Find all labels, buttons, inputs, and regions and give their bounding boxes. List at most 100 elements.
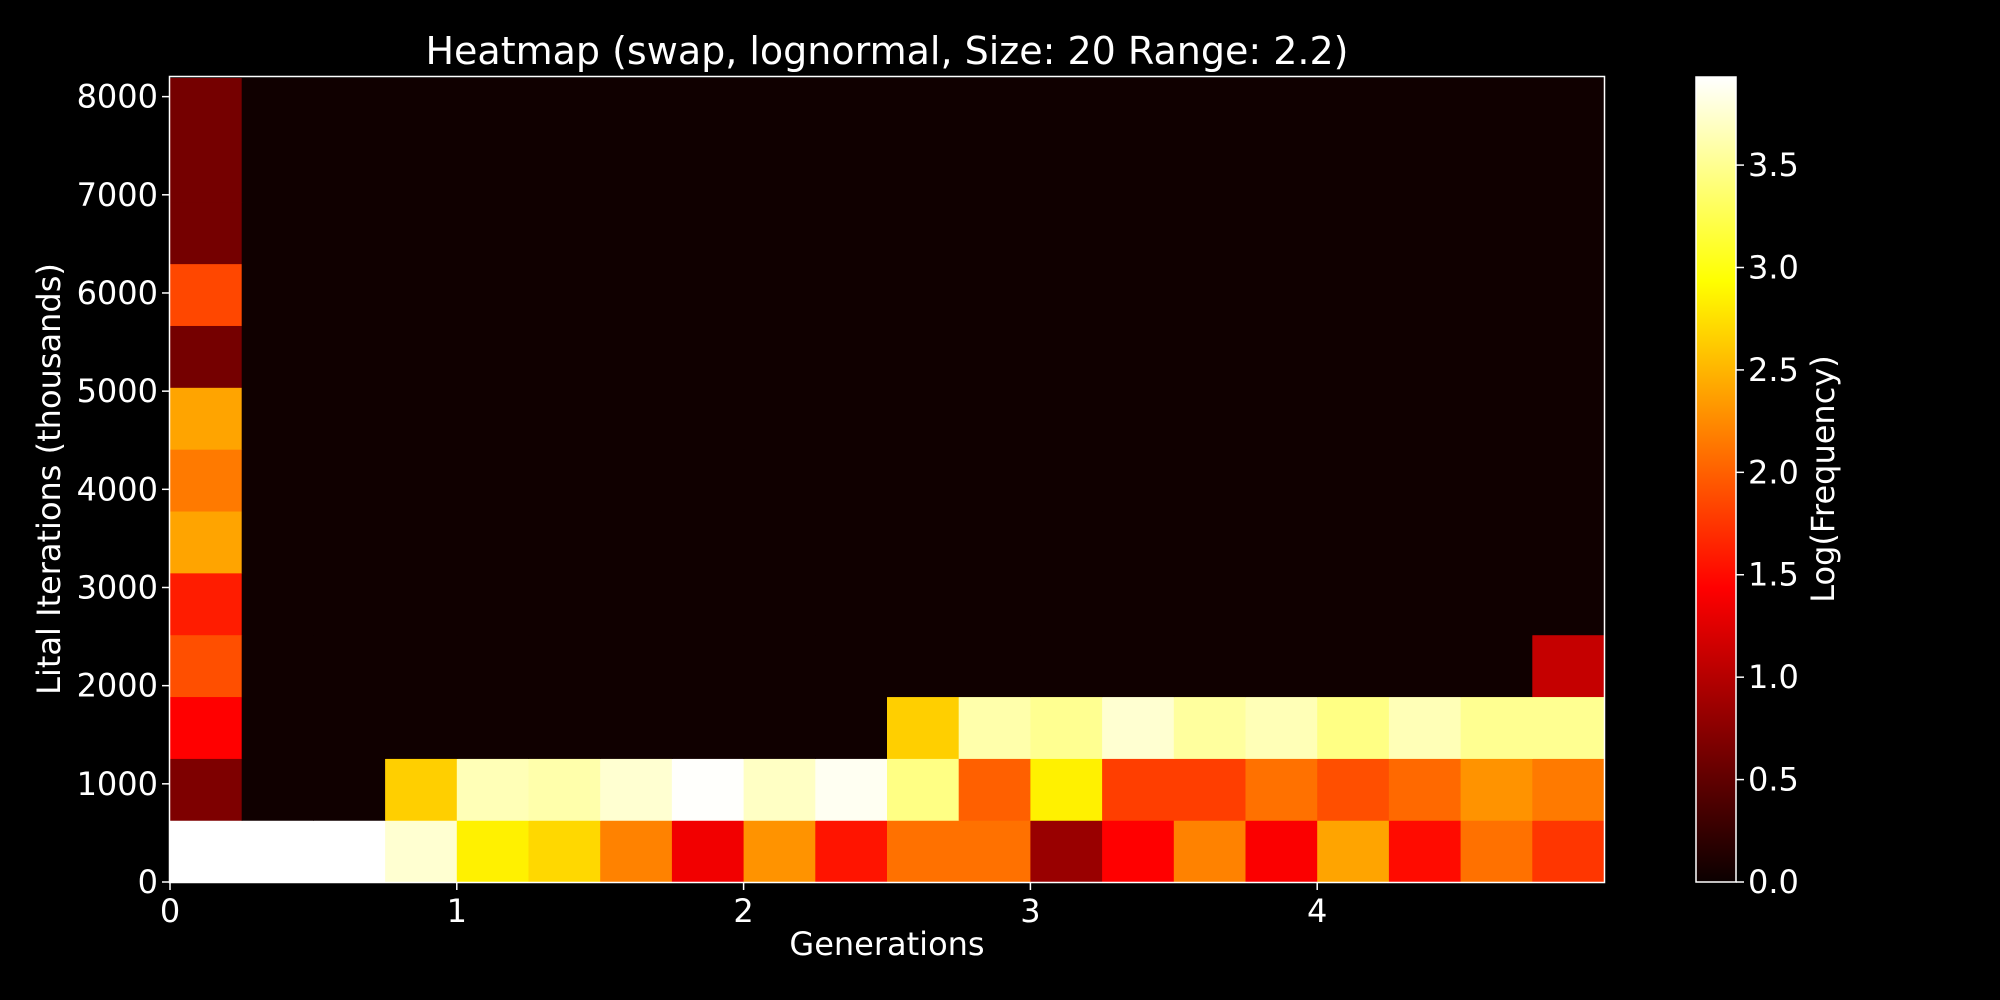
heatmap-cell	[1388, 758, 1462, 821]
x-tick-label: 3	[1020, 892, 1040, 930]
heatmap-cell	[313, 820, 386, 883]
heatmap-cell	[170, 696, 243, 759]
x-tick-label: 2	[733, 892, 753, 930]
heatmap-cell	[170, 263, 243, 326]
heatmap-cell	[1245, 387, 1318, 450]
heatmap-cell	[815, 510, 888, 574]
heatmap-cell	[1388, 820, 1462, 883]
heatmap-cell	[1102, 201, 1175, 265]
heatmap-cell	[600, 758, 673, 821]
heatmap-cell	[1388, 387, 1462, 450]
heatmap-cell	[385, 634, 458, 698]
heatmap-cell	[385, 263, 458, 326]
heatmap-cell	[385, 201, 458, 265]
heatmap-cell	[887, 696, 960, 759]
heatmap-cell	[313, 449, 386, 512]
heatmap-cell	[887, 325, 960, 388]
heatmap-cell	[958, 634, 1031, 698]
heatmap-cell	[456, 634, 530, 698]
heatmap-cell	[1030, 263, 1103, 326]
heatmap-cell	[241, 696, 314, 759]
colorbar-tick-label: 3.0	[1748, 248, 1799, 286]
colorbar-tick-label: 3.5	[1748, 146, 1799, 184]
heatmap-cell	[815, 449, 888, 512]
heatmap-cell	[456, 758, 530, 821]
heatmap-cell	[170, 449, 243, 512]
heatmap-cell	[1388, 77, 1462, 141]
heatmap-cell	[1532, 510, 1605, 574]
y-tick-label: 7000	[77, 176, 158, 214]
heatmap-cell	[815, 820, 888, 883]
heatmap-cell	[815, 758, 888, 821]
heatmap-cell	[170, 758, 243, 821]
colorbar-tick-label: 1.0	[1748, 658, 1799, 696]
heatmap-cell	[528, 263, 601, 326]
heatmap-cell	[456, 139, 530, 203]
heatmap-cell	[1102, 572, 1175, 636]
heatmap-cell	[1532, 77, 1605, 141]
heatmap-cell	[1532, 820, 1605, 883]
heatmap-cell	[958, 325, 1031, 388]
heatmap-cell	[1317, 263, 1390, 326]
heatmap-cell	[671, 201, 745, 265]
heatmap-cell	[1317, 139, 1390, 203]
heatmap-cell	[528, 139, 601, 203]
heatmap-cell	[1532, 139, 1605, 203]
heatmap-cell	[1030, 77, 1103, 141]
heatmap-cell	[456, 572, 530, 636]
heatmap-cell	[1245, 263, 1318, 326]
heatmap-cell	[887, 820, 960, 883]
heatmap-cell	[743, 325, 816, 388]
heatmap-cell	[385, 325, 458, 388]
x-tick-label: 1	[447, 892, 467, 930]
colorbar-tick-label: 0.0	[1748, 863, 1799, 901]
heatmap-cell	[528, 510, 601, 574]
heatmap-cell	[1460, 696, 1533, 759]
heatmap-cell	[170, 325, 243, 388]
y-axis-ticks: 0 1000 2000 3000 4000 5000 6000 7000 8000	[77, 78, 170, 901]
heatmap-cell	[887, 201, 960, 265]
heatmap-cell	[1173, 387, 1247, 450]
heatmap-cell	[1030, 139, 1103, 203]
heatmap-cell	[1460, 387, 1533, 450]
heatmap-cell	[671, 325, 745, 388]
heatmap-cell	[1532, 263, 1605, 326]
heatmap-cell	[1388, 263, 1462, 326]
heatmap-cells	[170, 77, 1605, 883]
heatmap-cell	[815, 634, 888, 698]
y-axis-label: Lital Iterations (thousands)	[30, 263, 68, 695]
heatmap-cell	[1317, 387, 1390, 450]
heatmap-cell	[743, 758, 816, 821]
heatmap-cell	[743, 696, 816, 759]
heatmap-cell	[600, 634, 673, 698]
heatmap-cell	[385, 449, 458, 512]
heatmap-cell	[1102, 77, 1175, 141]
heatmap-cell	[743, 634, 816, 698]
heatmap-cell	[241, 325, 314, 388]
y-tick-label: 2000	[77, 667, 158, 705]
heatmap-cell	[1173, 77, 1247, 141]
heatmap-cell	[1245, 510, 1318, 574]
heatmap-cell	[170, 510, 243, 574]
x-tick-label: 0	[160, 892, 180, 930]
heatmap-cell	[1102, 139, 1175, 203]
heatmap-cell	[815, 77, 888, 141]
heatmap-cell	[1532, 572, 1605, 636]
heatmap-cell	[743, 139, 816, 203]
heatmap-cell	[385, 820, 458, 883]
heatmap-cell	[1245, 201, 1318, 265]
heatmap-cell	[1532, 696, 1605, 759]
heatmap-cell	[600, 263, 673, 326]
heatmap-cell	[1173, 263, 1247, 326]
heatmap-cell	[1460, 449, 1533, 512]
heatmap-cell	[815, 139, 888, 203]
heatmap-cell	[313, 139, 386, 203]
heatmap-cell	[600, 510, 673, 574]
heatmap-cell	[958, 139, 1031, 203]
heatmap-cell	[1388, 449, 1462, 512]
heatmap-cell	[743, 263, 816, 326]
heatmap-cell	[815, 263, 888, 326]
heatmap-cell	[1245, 139, 1318, 203]
heatmap-cell	[1173, 201, 1247, 265]
heatmap-cell	[456, 696, 530, 759]
